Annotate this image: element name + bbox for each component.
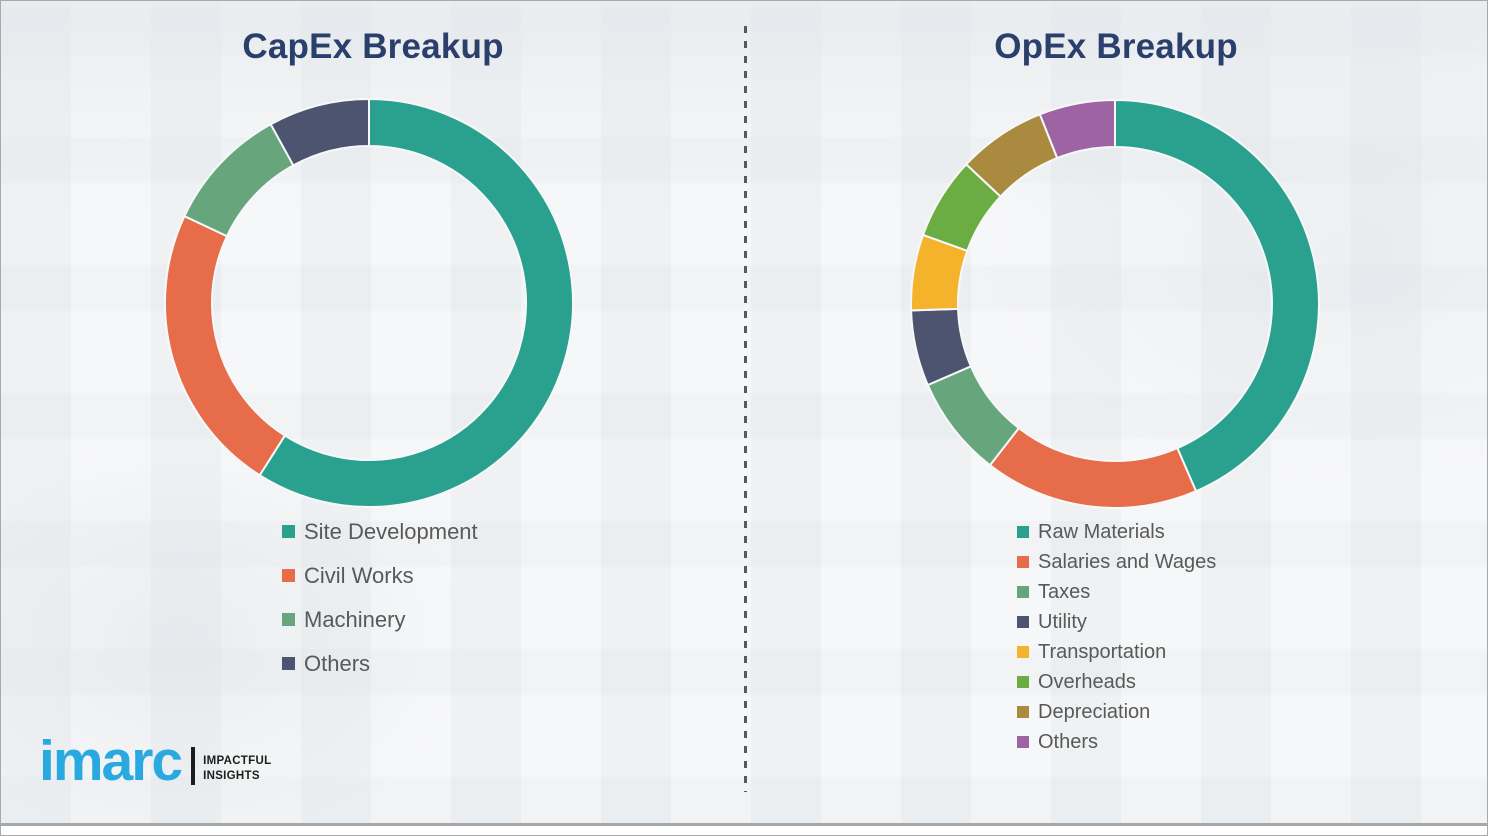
logo-tagline: IMPACTFUL INSIGHTS bbox=[203, 754, 271, 784]
opex-chart-title: OpEx Breakup bbox=[994, 27, 1238, 66]
donut-segment-civil-works bbox=[164, 214, 287, 477]
donut-segment-salaries-and-wages bbox=[988, 426, 1198, 509]
imarc-logo-wordmark: imarc bbox=[39, 729, 183, 793]
donut-segment-others bbox=[1038, 98, 1116, 160]
legend-label: Depreciation bbox=[1038, 701, 1151, 723]
legend-marker-overheads bbox=[1017, 676, 1029, 688]
legend-marker-machinery bbox=[282, 613, 295, 626]
opex-donut-chart bbox=[910, 98, 1320, 509]
donut-segment-raw-materials bbox=[1114, 98, 1320, 493]
capex-donut-chart bbox=[164, 97, 574, 508]
legend-item-utility: Utility bbox=[1017, 611, 1216, 633]
legend-item-taxes: Taxes bbox=[1017, 581, 1216, 603]
legend-label: Utility bbox=[1038, 611, 1087, 633]
donut-segment-site-development bbox=[258, 97, 574, 508]
legend-label: Salaries and Wages bbox=[1038, 551, 1217, 573]
legend-item-raw-materials: Raw Materials bbox=[1017, 521, 1216, 543]
legend-item-others: Others bbox=[282, 652, 478, 675]
legend-label: Civil Works bbox=[304, 563, 414, 588]
logo-divider-bar bbox=[191, 747, 196, 786]
donut-segment-machinery bbox=[183, 122, 295, 238]
tagline-line-2: INSIGHTS bbox=[203, 770, 260, 783]
bottom-border-line bbox=[1, 823, 1487, 826]
legend-marker-others bbox=[282, 657, 295, 670]
capex-legend: Site Development Civil Works Machinery Othe… bbox=[282, 520, 478, 696]
legend-marker-civil-works bbox=[282, 569, 295, 582]
imarc-logo: imarc IMPACTFUL INSIGHTS bbox=[39, 729, 271, 793]
legend-label: Machinery bbox=[304, 607, 406, 632]
legend-label: Overheads bbox=[1038, 671, 1136, 693]
legend-label: Others bbox=[304, 651, 371, 676]
legend-item-overheads: Overheads bbox=[1017, 671, 1216, 693]
legend-item-salaries-and-wages: Salaries and Wages bbox=[1017, 551, 1216, 573]
legend-marker-transportation bbox=[1017, 646, 1029, 658]
legend-marker-depreciation bbox=[1017, 706, 1029, 718]
legend-marker-taxes bbox=[1017, 586, 1029, 598]
legend-item-others: Others bbox=[1017, 731, 1216, 753]
donut-segment-others bbox=[269, 97, 370, 167]
legend-item-civil-works: Civil Works bbox=[282, 564, 478, 587]
legend-marker-utility bbox=[1017, 616, 1029, 628]
legend-item-depreciation: Depreciation bbox=[1017, 701, 1216, 723]
legend-marker-others bbox=[1017, 736, 1029, 748]
capex-chart-title: CapEx Breakup bbox=[242, 27, 504, 66]
legend-item-machinery: Machinery bbox=[282, 608, 478, 631]
legend-label: Raw Materials bbox=[1038, 521, 1165, 543]
tagline-line-1: IMPACTFUL bbox=[203, 755, 272, 768]
legend-marker-salaries-and-wages bbox=[1017, 556, 1029, 568]
legend-label: Site Development bbox=[304, 519, 478, 544]
legend-label: Others bbox=[1038, 731, 1099, 753]
legend-label: Transportation bbox=[1038, 641, 1167, 663]
legend-item-transportation: Transportation bbox=[1017, 641, 1216, 663]
legend-marker-raw-materials bbox=[1017, 526, 1029, 538]
legend-label: Taxes bbox=[1038, 581, 1091, 603]
opex-legend: Raw Materials Salaries and Wages Taxes Util… bbox=[1017, 521, 1216, 761]
legend-marker-site-development bbox=[282, 525, 295, 538]
legend-item-site-development: Site Development bbox=[282, 520, 478, 543]
dashed-divider-line bbox=[744, 26, 747, 792]
